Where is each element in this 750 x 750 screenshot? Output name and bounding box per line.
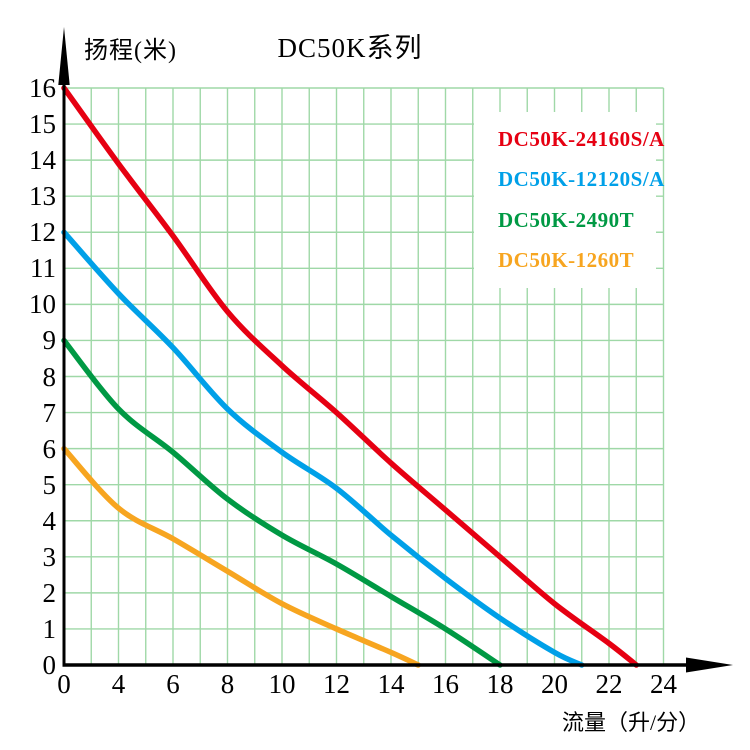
x-axis-arrow-icon <box>686 657 733 673</box>
curve-dc50k-24160s-a <box>61 85 639 668</box>
curve-dc50k-1260t <box>61 445 421 668</box>
curve-dc50k-12120s-a <box>61 229 585 668</box>
y-axis-arrow-icon <box>58 27 70 85</box>
curve-dc50k-2490t <box>61 337 503 668</box>
